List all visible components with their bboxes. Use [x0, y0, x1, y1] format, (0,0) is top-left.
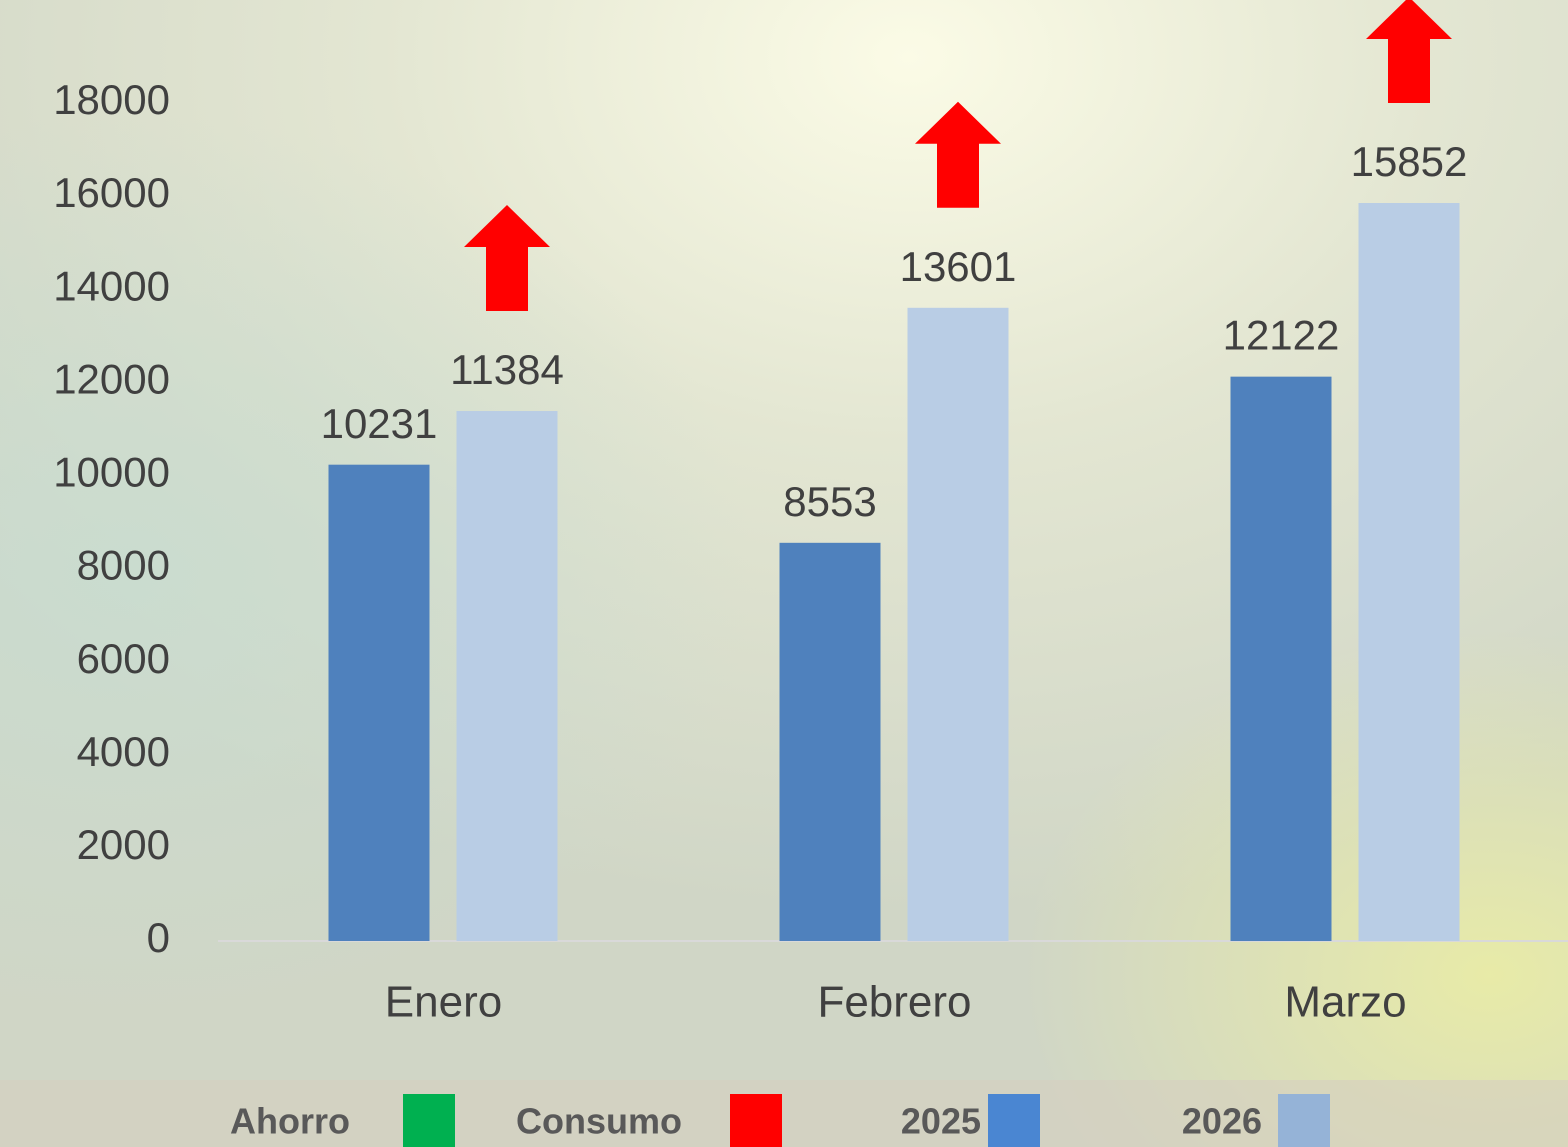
y-tick-label: 18000 — [53, 76, 170, 123]
y-tick-label: 8000 — [77, 542, 170, 589]
data-label: 15852 — [1351, 138, 1468, 185]
legend-swatch — [988, 1094, 1040, 1147]
legend-label: 2026 — [1182, 1101, 1262, 1142]
bar — [1358, 203, 1460, 941]
data-label: 13601 — [900, 243, 1017, 290]
y-tick-label: 0 — [147, 914, 170, 961]
legend-swatch — [403, 1094, 455, 1147]
y-tick-label: 4000 — [77, 728, 170, 775]
y-tick-label: 6000 — [77, 635, 170, 682]
y-tick-label: 12000 — [53, 355, 170, 402]
legend-swatch — [1278, 1094, 1330, 1147]
legend-label: Ahorro — [230, 1101, 350, 1142]
y-tick-label: 10000 — [53, 449, 170, 496]
x-tick-label: Marzo — [1284, 978, 1406, 1027]
bar — [907, 307, 1009, 942]
bar — [779, 542, 881, 941]
x-tick-label: Enero — [385, 978, 502, 1027]
data-label: 12122 — [1223, 312, 1340, 359]
legend-label: Consumo — [516, 1101, 682, 1142]
x-tick-label: Febrero — [817, 978, 971, 1027]
bar — [456, 411, 558, 941]
bar — [328, 464, 430, 941]
increase-arrow — [464, 205, 550, 312]
y-tick-label: 14000 — [53, 262, 170, 309]
increase-arrow — [915, 101, 1001, 208]
y-tick-label: 2000 — [77, 821, 170, 868]
legend-swatch — [730, 1094, 782, 1147]
legend-label: 2025 — [901, 1101, 981, 1142]
y-tick-label: 16000 — [53, 169, 170, 216]
data-label: 8553 — [783, 478, 876, 525]
increase-arrow — [1366, 0, 1452, 104]
data-label: 11384 — [450, 346, 564, 393]
bar — [1230, 376, 1332, 941]
data-label: 10231 — [321, 400, 438, 447]
